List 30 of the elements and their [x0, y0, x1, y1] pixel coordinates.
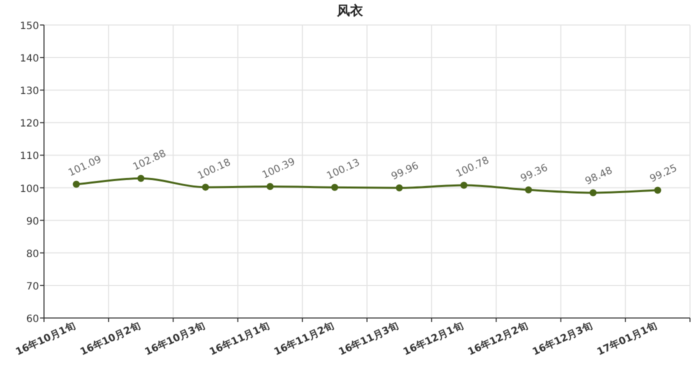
point — [654, 186, 662, 194]
x-tick-label: 16年11月3旬 — [336, 320, 401, 358]
x-tick-label: 16年12月3旬 — [530, 320, 594, 358]
y-tick-label: 100 — [20, 184, 39, 195]
y-tick-label: 120 — [20, 118, 39, 130]
x-tick-label: 16年11月2旬 — [272, 320, 336, 358]
point — [137, 174, 144, 182]
y-tick-label: 60 — [26, 314, 39, 325]
y-tick-label: 140 — [20, 54, 39, 65]
point — [331, 184, 338, 191]
point — [590, 189, 597, 196]
x-tick-label: 16年10月3旬 — [142, 320, 207, 358]
point — [202, 184, 209, 191]
point — [72, 180, 80, 188]
x-tick-label: 16年12月2旬 — [466, 320, 530, 358]
x-tick-label: 16年10月2旬 — [78, 320, 142, 358]
y-tick-label: 90 — [26, 216, 39, 228]
x-tick-label: 17年01月1旬 — [595, 320, 659, 358]
x-tick-label: 16年12月1旬 — [401, 320, 466, 358]
y-tick-label: 110 — [20, 151, 39, 162]
x-tick-label: 16年11月1旬 — [208, 320, 272, 358]
point — [525, 186, 532, 194]
y-tick-label: 70 — [26, 281, 39, 292]
chart-title: 风衣 — [336, 3, 364, 19]
y-tick-label: 150 — [20, 21, 39, 32]
y-tick-label: 130 — [20, 86, 39, 98]
point — [266, 183, 274, 190]
y-tick-label: 80 — [26, 248, 39, 260]
point — [460, 182, 468, 189]
point — [396, 184, 403, 192]
